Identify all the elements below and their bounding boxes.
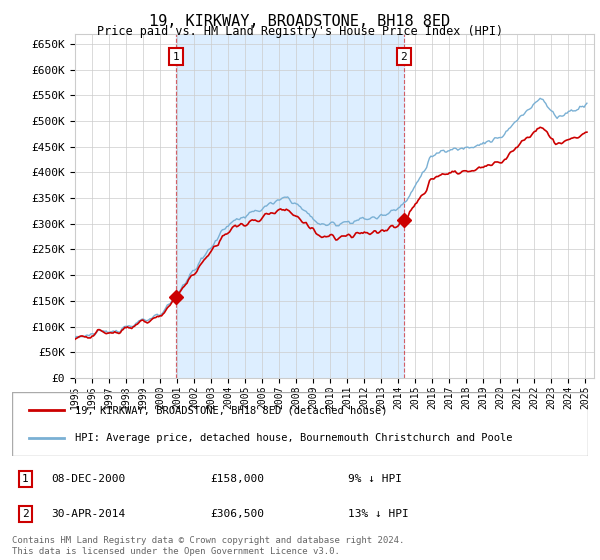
Text: 19, KIRKWAY, BROADSTONE, BH18 8ED (detached house): 19, KIRKWAY, BROADSTONE, BH18 8ED (detac… [76, 405, 388, 415]
Text: £306,500: £306,500 [210, 509, 264, 519]
Text: HPI: Average price, detached house, Bournemouth Christchurch and Poole: HPI: Average price, detached house, Bour… [76, 433, 513, 444]
Bar [176, 34, 404, 378]
Text: £158,000: £158,000 [210, 474, 264, 484]
Text: 13% ↓ HPI: 13% ↓ HPI [348, 509, 409, 519]
Text: 2: 2 [22, 509, 29, 519]
Text: 19, KIRKWAY, BROADSTONE, BH18 8ED: 19, KIRKWAY, BROADSTONE, BH18 8ED [149, 14, 451, 29]
Text: Contains HM Land Registry data © Crown copyright and database right 2024.
This d: Contains HM Land Registry data © Crown c… [12, 536, 404, 556]
Text: 9% ↓ HPI: 9% ↓ HPI [348, 474, 402, 484]
Text: 08-DEC-2000: 08-DEC-2000 [51, 474, 125, 484]
Text: 2: 2 [401, 52, 407, 62]
Text: Price paid vs. HM Land Registry's House Price Index (HPI): Price paid vs. HM Land Registry's House … [97, 25, 503, 38]
Text: 1: 1 [22, 474, 29, 484]
Text: 1: 1 [173, 52, 179, 62]
Text: 30-APR-2014: 30-APR-2014 [51, 509, 125, 519]
